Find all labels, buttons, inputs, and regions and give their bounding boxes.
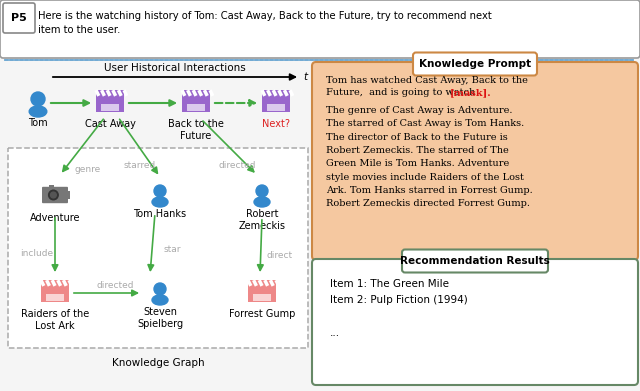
Text: Adventure: Adventure bbox=[29, 213, 80, 223]
Text: Forrest Gump: Forrest Gump bbox=[229, 309, 295, 319]
Text: Item 1: The Green Mile
Item 2: Pulp Fiction (1994)

...: Item 1: The Green Mile Item 2: Pulp Fict… bbox=[330, 279, 468, 338]
FancyBboxPatch shape bbox=[49, 185, 54, 188]
Text: User Historical Interactions: User Historical Interactions bbox=[104, 63, 246, 73]
FancyBboxPatch shape bbox=[8, 148, 308, 348]
FancyBboxPatch shape bbox=[96, 90, 124, 96]
Text: Tom has watched Cast Away, Back to the: Tom has watched Cast Away, Back to the bbox=[326, 76, 528, 85]
Text: Cast Away: Cast Away bbox=[84, 119, 136, 129]
Text: starred: starred bbox=[124, 160, 156, 170]
Ellipse shape bbox=[152, 197, 168, 207]
FancyBboxPatch shape bbox=[262, 95, 290, 112]
FancyBboxPatch shape bbox=[413, 52, 537, 75]
Text: [mask].: [mask]. bbox=[450, 88, 492, 97]
Circle shape bbox=[49, 190, 58, 200]
FancyBboxPatch shape bbox=[267, 104, 285, 111]
FancyBboxPatch shape bbox=[312, 259, 638, 385]
FancyBboxPatch shape bbox=[0, 0, 640, 58]
Text: Knowledge Graph: Knowledge Graph bbox=[112, 358, 204, 368]
Text: Raiders of the
Lost Ark: Raiders of the Lost Ark bbox=[21, 309, 89, 331]
Circle shape bbox=[154, 283, 166, 295]
FancyBboxPatch shape bbox=[3, 3, 35, 33]
FancyBboxPatch shape bbox=[316, 66, 634, 100]
Text: The genre of Cast Away is Adventure.
The starred of Cast Away is Tom Hanks.
The : The genre of Cast Away is Adventure. The… bbox=[326, 106, 532, 208]
FancyBboxPatch shape bbox=[312, 62, 638, 260]
Text: Future,  and is going to watch: Future, and is going to watch bbox=[326, 88, 478, 97]
Text: star: star bbox=[163, 246, 180, 255]
Text: genre: genre bbox=[75, 165, 101, 174]
Text: P5: P5 bbox=[11, 13, 27, 23]
FancyBboxPatch shape bbox=[101, 104, 119, 111]
FancyBboxPatch shape bbox=[96, 95, 124, 112]
Text: Steven
Spielberg: Steven Spielberg bbox=[137, 307, 183, 328]
FancyBboxPatch shape bbox=[320, 71, 630, 103]
FancyBboxPatch shape bbox=[402, 249, 548, 273]
Text: Robert
Zemeckis: Robert Zemeckis bbox=[239, 209, 285, 231]
Text: directed: directed bbox=[218, 160, 256, 170]
Circle shape bbox=[51, 192, 56, 198]
Text: Next?: Next? bbox=[262, 119, 290, 129]
Text: t: t bbox=[303, 72, 307, 82]
Text: Knowledge Prompt: Knowledge Prompt bbox=[419, 59, 531, 69]
Text: Recommendation Results: Recommendation Results bbox=[400, 256, 550, 266]
FancyBboxPatch shape bbox=[46, 294, 64, 301]
FancyBboxPatch shape bbox=[187, 104, 205, 111]
FancyBboxPatch shape bbox=[41, 285, 69, 302]
FancyBboxPatch shape bbox=[42, 187, 68, 203]
Ellipse shape bbox=[254, 197, 270, 207]
Text: Back to the
Future: Back to the Future bbox=[168, 119, 224, 141]
FancyBboxPatch shape bbox=[253, 294, 271, 301]
Circle shape bbox=[154, 185, 166, 197]
Text: direct: direct bbox=[267, 251, 293, 260]
Ellipse shape bbox=[152, 295, 168, 305]
Ellipse shape bbox=[29, 106, 47, 117]
Text: Here is the watching history of Tom: Cast Away, Back to the Future, try to recom: Here is the watching history of Tom: Cas… bbox=[38, 11, 492, 36]
FancyBboxPatch shape bbox=[65, 191, 70, 199]
Text: Tom: Tom bbox=[28, 118, 48, 128]
Text: Tom Hanks: Tom Hanks bbox=[133, 209, 187, 219]
FancyBboxPatch shape bbox=[41, 280, 69, 286]
FancyBboxPatch shape bbox=[262, 90, 290, 96]
Text: include: include bbox=[20, 249, 54, 258]
FancyBboxPatch shape bbox=[182, 90, 210, 96]
FancyBboxPatch shape bbox=[248, 280, 276, 286]
Circle shape bbox=[256, 185, 268, 197]
FancyBboxPatch shape bbox=[248, 285, 276, 302]
Circle shape bbox=[31, 92, 45, 106]
Text: directed: directed bbox=[96, 282, 134, 291]
FancyBboxPatch shape bbox=[182, 95, 210, 112]
